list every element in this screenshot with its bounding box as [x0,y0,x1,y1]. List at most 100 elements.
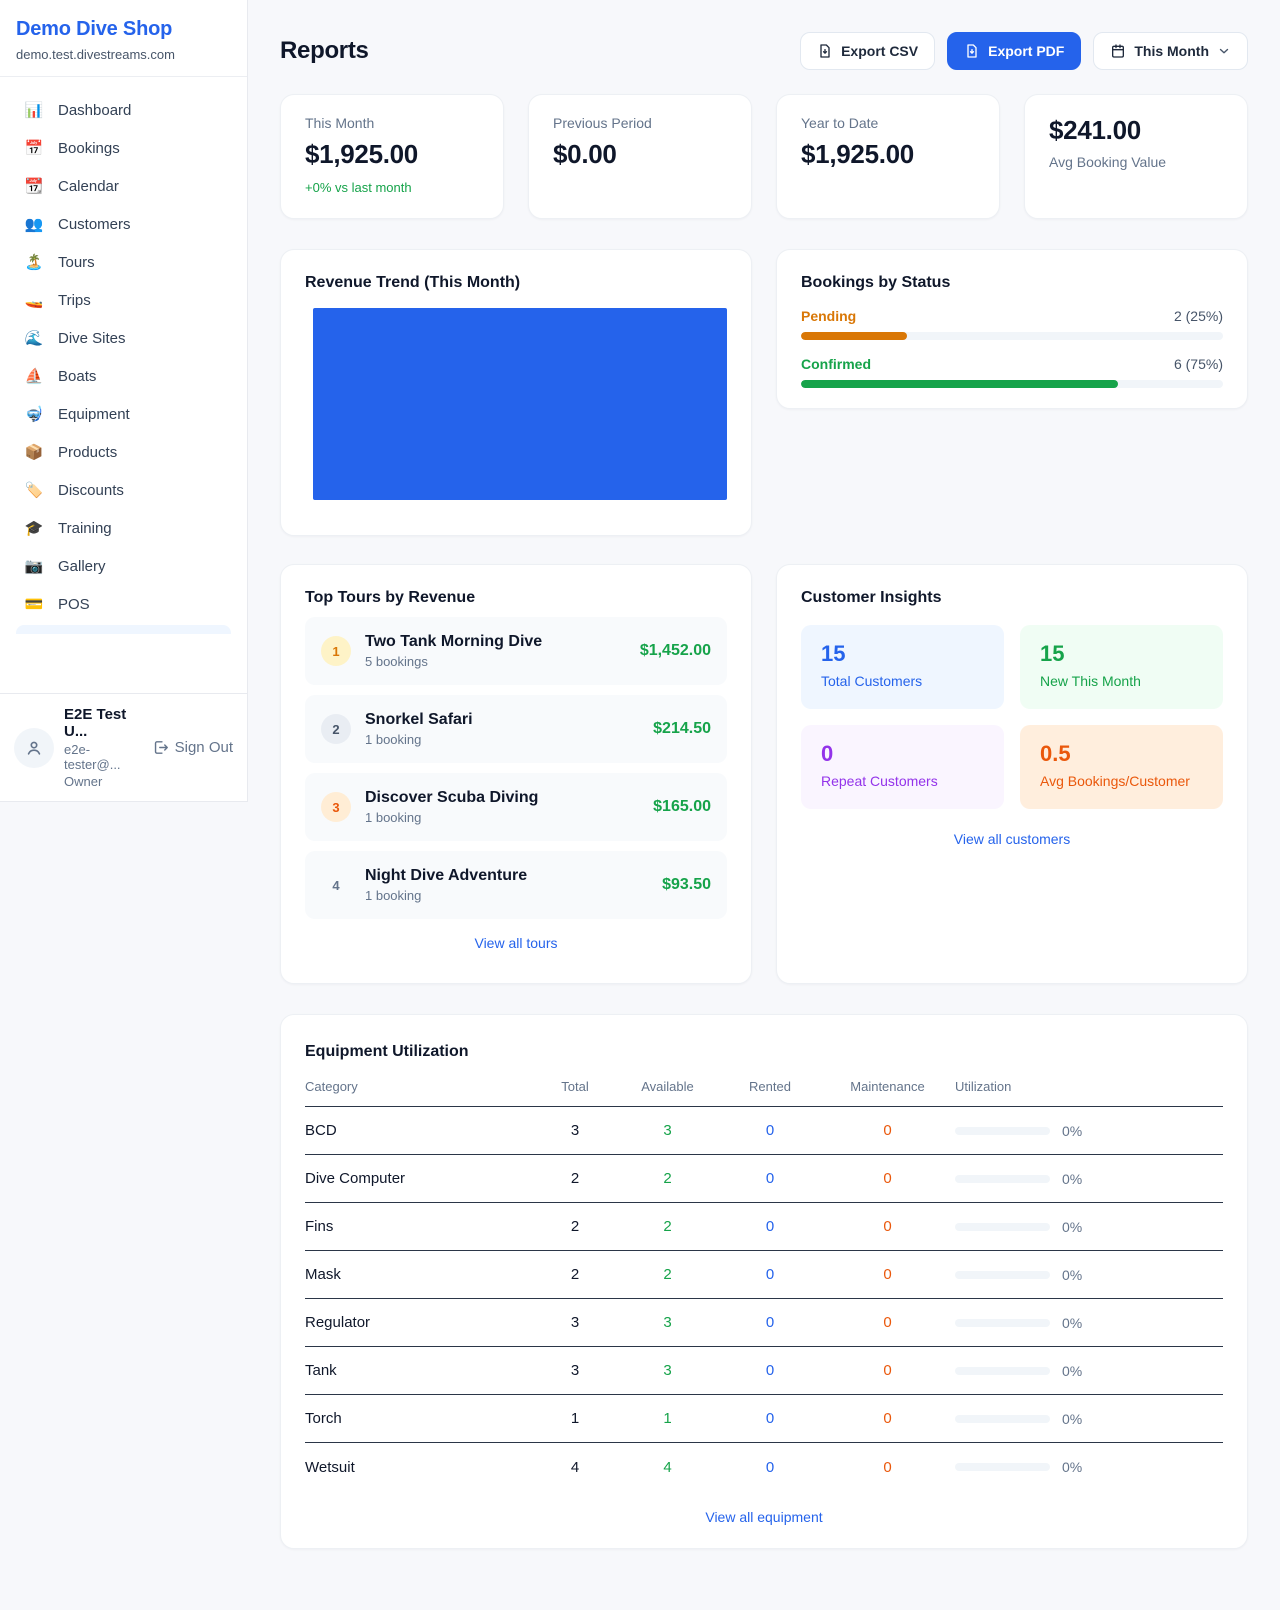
sidebar-item-calendar[interactable]: 📆 Calendar [8,167,239,205]
equipment-total: 2 [570,1266,580,1283]
sidebar-item-tours[interactable]: 🏝️ Tours [8,243,239,281]
sidebar-item-bookings[interactable]: 📅 Bookings [8,129,239,167]
tour-name: Two Tank Morning Dive [365,633,543,650]
user-role: Owner [64,774,103,789]
sidebar-item-pos[interactable]: 💳 POS [8,585,239,623]
tag-icon: 🏷️ [24,482,44,499]
sidebar-item-customers[interactable]: 👥 Customers [8,205,239,243]
sidebar-item-reports-active-partial[interactable] [16,625,231,634]
equipment-total: 3 [570,1314,580,1331]
tour-row: 2 Snorkel Safari 1 booking $214.50 [305,695,727,763]
customer-insights-card: Customer Insights 15 Total Customers 15 … [776,564,1248,984]
equipment-total: 3 [570,1122,580,1139]
equipment-available: 2 [663,1218,672,1235]
equipment-rented: 0 [765,1314,775,1331]
tour-bookings: 1 booking [365,810,422,825]
sidebar-item-label: Dashboard [58,101,132,119]
table-row: Mask 2 2 0 0 0% [305,1251,1223,1299]
view-all-equipment-link[interactable]: View all equipment [705,1509,823,1525]
tour-amount: $165.00 [653,798,711,815]
file-download-icon [967,44,977,58]
sidebar-item-dashboard[interactable]: 📊 Dashboard [8,91,239,129]
stat-label: Year to Date [801,115,879,131]
rank-badge: 1 [321,636,351,666]
equipment-maintenance: 0 [883,1362,892,1379]
sidebar-item-label: Tours [58,253,95,271]
sidebar-item-label: Calendar [58,177,119,195]
sign-out-button[interactable]: Sign Out [152,739,233,756]
equipment-total: 2 [570,1170,580,1187]
sidebar-item-label: POS [58,595,90,613]
progress-fill-pending [801,332,907,340]
col-utilization: Utilization [955,1079,1012,1094]
user-avatar-icon [27,741,41,755]
sidebar-item-label: Products [58,443,118,461]
stat-label: Avg Booking Value [1049,154,1167,170]
sidebar-item-gallery[interactable]: 📷 Gallery [8,547,239,585]
utilization-bar-track [955,1222,1050,1231]
view-all-tours-link[interactable]: View all tours [474,935,558,951]
dive-mask-icon: 🤿 [24,406,44,423]
tile-label: Avg Bookings/Customer [1040,773,1190,789]
utilization-bar-track [955,1126,1050,1135]
tour-bookings: 1 booking [365,732,422,747]
tour-row: 1 Two Tank Morning Dive 5 bookings $1,45… [305,617,727,685]
tile-value: 0 [821,741,834,766]
progress-track [801,380,1223,388]
equipment-category: Mask [305,1266,341,1283]
sidebar-item-products[interactable]: 📦 Products [8,433,239,471]
status-label-pending: Pending [801,308,857,324]
stat-label: This Month [305,115,375,131]
tour-amount: $93.50 [662,876,711,893]
calendar-date-icon: 📅 [24,140,44,157]
utilization-percent: 0% [1062,1218,1083,1235]
tour-bookings: 1 booking [365,888,422,903]
equipment-available: 3 [663,1362,672,1379]
table-row: Dive Computer 2 2 0 0 0% [305,1155,1223,1203]
export-csv-button[interactable]: Export CSV [800,32,936,70]
sidebar-item-boats[interactable]: ⛵ Boats [8,357,239,395]
table-row: Tank 3 3 0 0 0% [305,1347,1223,1395]
equipment-rented: 0 [765,1266,775,1283]
sidebar-item-label: Dive Sites [58,329,126,347]
equipment-maintenance: 0 [883,1410,892,1427]
utilization-bar-track [955,1463,1050,1471]
rank-badge: 3 [321,792,351,822]
sidebar-item-label: Bookings [58,139,120,157]
user-name: E2E Test U... [64,706,127,740]
sidebar-item-trips[interactable]: 🚤 Trips [8,281,239,319]
tear-calendar-icon: 📆 [24,178,44,195]
status-row-confirmed: Confirmed 6 (75%) [801,356,1223,388]
equipment-available: 2 [663,1170,672,1187]
export-pdf-button[interactable]: Export PDF [947,32,1082,70]
package-icon: 📦 [24,444,44,461]
sidebar-item-discounts[interactable]: 🏷️ Discounts [8,471,239,509]
tile-value: 15 [821,641,846,666]
sidebar-item-equipment[interactable]: 🤿 Equipment [8,395,239,433]
view-all-customers-link[interactable]: View all customers [953,831,1071,847]
tile-label: Repeat Customers [821,773,938,789]
tour-amount: $214.50 [653,720,711,737]
island-icon: 🏝️ [24,254,44,271]
equipment-available: 4 [663,1458,672,1476]
tour-amount: $1,452.00 [639,642,711,659]
stat-card-previous-period: Previous Period $0.00 [528,94,752,219]
stat-card-this-month: This Month $1,925.00 +0% vs last month [280,94,504,219]
page-title: Reports [280,37,369,64]
file-download-icon [820,44,830,58]
table-row: Torch 1 1 0 0 0% [305,1395,1223,1443]
period-dropdown[interactable]: This Month [1093,32,1248,70]
user-panel: E2E Test U... e2e-tester@... Owner Sign … [0,693,247,801]
sidebar-item-training[interactable]: 🎓 Training [8,509,239,547]
col-total: Total [561,1079,589,1094]
stat-value: $0.00 [553,139,617,169]
utilization-bar-track [955,1414,1050,1423]
equipment-available: 1 [663,1410,672,1427]
equipment-available: 2 [663,1266,672,1283]
equipment-maintenance: 0 [883,1122,892,1139]
utilization-bar-track [955,1270,1050,1279]
sidebar-item-dive-sites[interactable]: 🌊 Dive Sites [8,319,239,357]
utilization-percent: 0% [1062,1362,1083,1379]
col-maintenance: Maintenance [850,1079,925,1094]
equipment-maintenance: 0 [883,1170,892,1187]
